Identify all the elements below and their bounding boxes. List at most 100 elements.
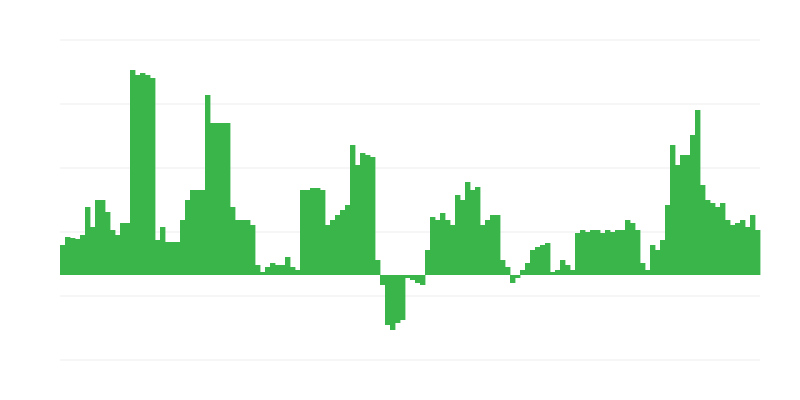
bar <box>525 263 531 275</box>
bar <box>285 257 291 275</box>
bar <box>745 227 751 275</box>
bar <box>170 242 176 275</box>
bar <box>190 190 196 275</box>
bar <box>335 215 341 275</box>
bar <box>165 242 171 275</box>
bar <box>475 187 481 275</box>
bar <box>435 220 441 275</box>
bar <box>290 267 296 275</box>
bar <box>210 123 216 275</box>
bar <box>455 195 461 275</box>
bar <box>125 223 131 275</box>
bar <box>605 230 611 275</box>
bar <box>395 275 401 323</box>
bar <box>535 247 541 275</box>
bar <box>580 230 586 275</box>
bar <box>685 155 691 275</box>
bar <box>440 213 446 275</box>
bar <box>585 232 591 275</box>
bar <box>100 200 106 275</box>
bar <box>500 260 506 275</box>
bar <box>225 123 231 275</box>
bar <box>660 240 666 275</box>
bar <box>105 212 111 275</box>
bar <box>690 135 696 275</box>
bar <box>75 239 81 275</box>
bar <box>400 275 406 320</box>
bar <box>120 223 126 275</box>
bar <box>730 225 736 275</box>
bar <box>340 210 346 275</box>
bar <box>160 227 166 275</box>
bar <box>570 270 576 275</box>
bar <box>265 267 271 275</box>
bar <box>330 220 336 275</box>
bar <box>505 267 511 275</box>
bar <box>665 205 671 275</box>
bar <box>415 275 421 283</box>
bar <box>115 235 121 275</box>
bar <box>185 200 191 275</box>
bar <box>320 190 326 275</box>
bar <box>600 233 606 275</box>
bar <box>370 157 376 275</box>
bar <box>445 220 451 275</box>
bar <box>240 220 246 275</box>
bar <box>295 270 301 275</box>
bar <box>350 145 356 275</box>
bar <box>725 220 731 275</box>
bar <box>130 70 136 275</box>
bar <box>360 153 366 275</box>
bar <box>65 237 71 275</box>
bar <box>140 73 146 275</box>
bar <box>625 220 631 275</box>
bar <box>300 190 306 275</box>
bar <box>230 207 236 275</box>
bar <box>640 263 646 275</box>
bar <box>480 225 486 275</box>
bar <box>80 235 86 275</box>
bar <box>390 275 396 330</box>
bar <box>280 265 286 275</box>
bar <box>85 207 91 275</box>
bar <box>460 200 466 275</box>
bar <box>200 190 206 275</box>
bar <box>700 185 706 275</box>
bar <box>180 220 186 275</box>
bar <box>270 263 276 275</box>
bar <box>470 190 476 275</box>
bar <box>260 272 266 275</box>
bar <box>250 225 256 275</box>
bar <box>750 215 756 275</box>
bar <box>375 260 381 275</box>
bar <box>655 250 661 275</box>
bar <box>430 217 436 275</box>
bar <box>635 230 641 275</box>
bar <box>705 200 711 275</box>
bar <box>275 265 281 275</box>
bar <box>575 233 581 275</box>
bar <box>380 275 386 285</box>
bar <box>520 270 526 275</box>
bar <box>495 215 501 275</box>
bar <box>710 203 716 275</box>
bar <box>405 275 411 278</box>
bar <box>595 230 601 275</box>
bar <box>645 270 651 275</box>
bar <box>195 190 201 275</box>
bar <box>410 275 416 280</box>
bar <box>675 165 681 275</box>
bar <box>465 182 471 275</box>
bar <box>490 215 496 275</box>
bar <box>90 227 96 275</box>
bar <box>680 155 686 275</box>
bar <box>205 95 211 275</box>
bar <box>530 250 536 275</box>
bar <box>615 230 621 275</box>
bar <box>420 275 426 285</box>
bar <box>385 275 391 325</box>
bar <box>235 220 241 275</box>
bar <box>60 245 66 275</box>
bar <box>720 203 726 275</box>
